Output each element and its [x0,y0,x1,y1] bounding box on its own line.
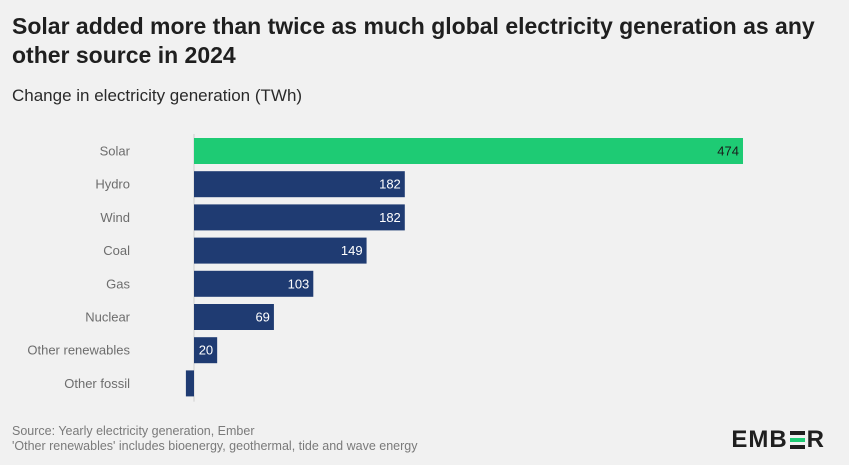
data-label: 149 [341,243,363,258]
bar-chart: Solar 474 Hydro 182 Wind 182 Coal 149 Gas 103 Nucl… [27,134,743,402]
category-label: Solar [100,144,131,159]
bar [194,270,314,297]
bar [185,370,194,397]
category-label: Hydro [95,177,130,192]
data-label: 182 [379,210,401,225]
ember-logo: EMB R [731,426,825,454]
category-label: Other renewables [27,343,130,358]
bar [194,138,743,164]
source-line: Source: Yearly electricity generation, E… [12,424,255,438]
logo-text-start: EMB [731,426,788,453]
bar [194,304,274,330]
definition-line: 'Other renewables' includes bioenergy, g… [12,439,418,453]
source-note: Source: Yearly electricity generation, E… [12,424,417,454]
bar [194,237,367,264]
data-label: 182 [379,177,401,192]
category-label: Gas [106,276,130,291]
bar [194,337,218,364]
data-label: 474 [717,144,739,159]
logo-text-end: R [806,426,825,453]
category-label: Other fossil [64,376,130,391]
data-label: 20 [199,343,213,358]
chart-subtitle: Change in electricity generation (TWh) [12,86,303,105]
category-label: Coal [103,243,130,258]
category-label: Nuclear [85,310,130,325]
data-label: 69 [255,310,269,325]
bar [194,171,405,198]
logo-e-mark [789,431,805,449]
bar [194,204,405,231]
data-label: 103 [288,276,310,291]
chart-title: Solar added more than twice as much glob… [12,13,815,68]
category-label: Wind [100,210,130,225]
